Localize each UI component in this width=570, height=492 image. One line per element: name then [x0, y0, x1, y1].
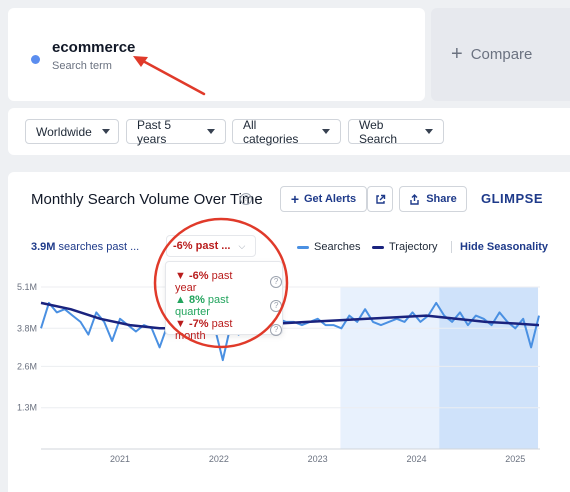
share-button[interactable]: Share: [399, 186, 467, 212]
search-volume-suffix: searches past ...: [58, 241, 140, 253]
category-filter[interactable]: All categories: [232, 117, 341, 146]
timeframe-filter[interactable]: Past 5 years: [126, 117, 226, 146]
y-tick-label: 1.3M: [17, 403, 37, 413]
x-tick-label: 2025: [505, 454, 525, 464]
share-icon: [410, 193, 419, 205]
search-term-name: ecommerce: [52, 39, 136, 56]
trend-row-month[interactable]: ▼ -7% past month ?: [175, 318, 282, 342]
region-filter[interactable]: Worldwide: [25, 119, 119, 144]
trajectory-swatch: [372, 245, 384, 249]
search-volume-value: 3.9M: [31, 241, 56, 253]
compare-label: Compare: [470, 46, 533, 63]
search-volume-summary: 3.9M searches past ...: [31, 241, 139, 253]
forecast-shade-0: [340, 287, 440, 449]
plus-icon: +: [290, 191, 299, 207]
y-tick-label: 5.1M: [17, 282, 37, 292]
y-tick-label: 3.8M: [17, 323, 37, 333]
x-tick-label: 2024: [406, 454, 426, 464]
help-icon[interactable]: ?: [270, 276, 282, 288]
legend-trajectory-label: Trajectory: [389, 241, 438, 253]
x-tick-label: 2023: [308, 454, 328, 464]
plus-icon: +: [451, 43, 463, 65]
search-term-subtitle: Search term: [52, 60, 112, 72]
compare-button[interactable]: + Compare: [431, 8, 570, 101]
x-tick-label: 2022: [209, 454, 229, 464]
trend-year-text: ▼ -6% past year: [175, 270, 233, 294]
caret-down-icon: [207, 129, 215, 134]
trend-period-select[interactable]: -6% past ... ⌵: [166, 235, 256, 257]
get-alerts-label: Get Alerts: [304, 193, 357, 205]
source-filter-label: Web Search: [359, 117, 398, 146]
chart-card: Monthly Search Volume Over Time ? + Get …: [8, 172, 570, 492]
external-link-icon: [375, 194, 385, 204]
timeframe-filter-label: Past 5 years: [137, 117, 172, 146]
share-label: Share: [426, 193, 457, 205]
chevron-down-icon: ⌵: [238, 240, 246, 251]
legend-trajectory[interactable]: Trajectory: [372, 241, 438, 253]
caret-down-icon: [322, 129, 330, 134]
y-tick-label: 2.6M: [17, 361, 37, 371]
trajectory-line: [40, 301, 540, 330]
caret-down-icon: [101, 129, 110, 134]
search-term-card[interactable]: ecommerce Search term: [8, 8, 425, 101]
trend-month-text: ▼ -7% past month: [175, 318, 233, 342]
searches-swatch: [297, 245, 309, 249]
category-filter-label: All categories: [243, 117, 299, 146]
trend-row-year[interactable]: ▼ -6% past year ?: [175, 270, 282, 294]
region-filter-label: Worldwide: [36, 124, 92, 139]
trend-select-text: -6% past ...: [173, 240, 231, 252]
forecast-shade-1: [439, 287, 539, 449]
help-icon[interactable]: ?: [240, 193, 252, 205]
series-color-dot: [31, 55, 40, 64]
source-filter[interactable]: Web Search: [348, 117, 444, 146]
x-tick-label: 2021: [110, 454, 130, 464]
external-link-button[interactable]: [367, 186, 393, 212]
help-icon[interactable]: ?: [270, 324, 282, 336]
legend-searches-label: Searches: [314, 241, 361, 253]
trend-row-quarter[interactable]: ▲ 8% past quarter ?: [175, 294, 282, 318]
trend-quarter-text: ▲ 8% past quarter: [175, 294, 229, 318]
chart-title: Monthly Search Volume Over Time: [31, 191, 263, 208]
legend-searches[interactable]: Searches: [297, 241, 360, 253]
glimpse-logo: GLIMPSE: [481, 191, 544, 206]
caret-down-icon: [425, 129, 433, 134]
get-alerts-button[interactable]: + Get Alerts: [280, 186, 367, 212]
hide-seasonality-toggle[interactable]: Hide Seasonality: [451, 241, 548, 253]
filter-bar: Worldwide Past 5 years All categories We…: [8, 108, 570, 155]
search-volume-chart: 5.1M 3.8M 2.6M 1.3M 2021 2022 2023 2024 2025: [17, 282, 540, 464]
trend-popover: ▼ -6% past year ? ▲ 8% past quarter ? ▼ …: [165, 261, 283, 342]
